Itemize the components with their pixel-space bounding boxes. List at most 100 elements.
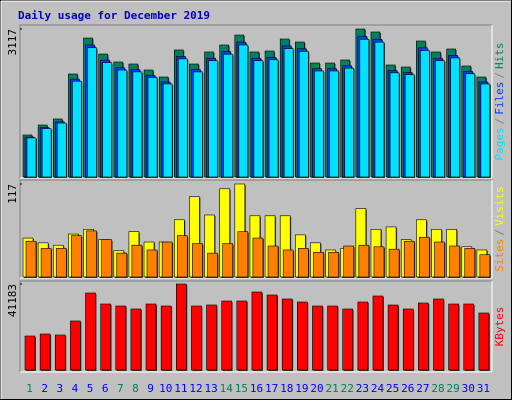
bar xyxy=(434,241,445,278)
bar xyxy=(344,67,355,178)
bar xyxy=(56,122,67,178)
legend-entry: KBytes xyxy=(493,307,506,347)
bar xyxy=(433,298,444,371)
bar xyxy=(117,69,128,178)
bar xyxy=(191,305,202,371)
bar xyxy=(222,243,233,278)
legend: Pages / Files / Hits xyxy=(493,43,506,161)
bar xyxy=(55,248,67,278)
bar xyxy=(282,249,294,278)
bar xyxy=(252,237,264,278)
bar xyxy=(283,48,294,178)
bar xyxy=(253,60,264,178)
x-tick-label: 10 xyxy=(159,382,172,395)
bar xyxy=(297,301,308,371)
bar xyxy=(176,235,188,278)
bar xyxy=(130,308,142,371)
bar xyxy=(464,248,476,278)
bar xyxy=(193,71,203,178)
bar xyxy=(372,295,384,371)
bar xyxy=(54,334,66,371)
bar xyxy=(419,236,430,278)
bar xyxy=(420,50,430,178)
x-tick-label: 17 xyxy=(265,382,278,395)
x-tick-label: 9 xyxy=(147,382,154,395)
bar xyxy=(24,335,36,371)
bar xyxy=(146,249,158,278)
x-tick-label: 23 xyxy=(356,382,369,395)
bar xyxy=(208,60,218,178)
bar xyxy=(329,70,339,178)
x-tick-label: 6 xyxy=(102,382,109,395)
bar xyxy=(480,83,491,178)
bar xyxy=(418,302,429,371)
bar xyxy=(238,44,249,178)
bar xyxy=(388,248,400,278)
legend-entry: Hits xyxy=(493,43,506,70)
y-tick-label: 41183 xyxy=(6,284,19,317)
bar xyxy=(374,41,385,178)
bar xyxy=(116,252,128,278)
x-tick-label: 18 xyxy=(280,382,293,395)
bar xyxy=(357,301,369,371)
x-tick-label: 12 xyxy=(189,382,202,395)
bar xyxy=(328,252,339,278)
legend-entry: Sites xyxy=(493,239,506,272)
bar xyxy=(327,305,338,371)
bar xyxy=(267,245,279,278)
bar xyxy=(237,231,249,278)
bar xyxy=(298,248,309,278)
bar xyxy=(207,252,218,278)
bar xyxy=(449,245,460,278)
bar xyxy=(223,53,233,178)
bar xyxy=(463,303,475,371)
y-tick-label: 117 xyxy=(6,184,19,204)
bar xyxy=(478,312,490,371)
legend-entry: Files xyxy=(493,82,506,115)
x-tick-label: 7 xyxy=(117,382,124,395)
bar xyxy=(147,77,158,178)
bar xyxy=(236,300,248,371)
bar xyxy=(132,71,143,178)
bar xyxy=(206,304,217,371)
x-tick-label: 27 xyxy=(416,382,429,395)
bar xyxy=(359,39,370,178)
x-tick-label: 29 xyxy=(447,382,460,395)
bar xyxy=(448,303,459,371)
bar xyxy=(358,244,370,278)
x-tick-label: 3 xyxy=(57,382,64,395)
bar xyxy=(145,303,157,371)
legend-entry: Visits xyxy=(493,186,506,226)
bar xyxy=(162,83,173,178)
x-tick-label: 28 xyxy=(431,382,444,395)
bar xyxy=(40,248,52,278)
bar xyxy=(479,254,491,278)
x-tick-label: 5 xyxy=(87,382,94,395)
bar xyxy=(251,291,263,371)
x-tick-label: 1 xyxy=(26,382,33,395)
bar xyxy=(131,244,143,278)
x-tick-label: 13 xyxy=(204,382,217,395)
bar xyxy=(26,137,37,178)
legend-separator: / xyxy=(493,118,506,125)
x-tick-label: 8 xyxy=(132,382,139,395)
legend: Sites / Visits xyxy=(493,186,506,272)
bar xyxy=(71,235,82,278)
x-tick-label: 26 xyxy=(401,382,414,395)
bar xyxy=(387,304,399,371)
bar xyxy=(313,252,324,278)
bar xyxy=(175,283,187,371)
bar xyxy=(177,58,188,178)
bar xyxy=(221,300,232,371)
bar xyxy=(402,308,414,371)
x-tick-label: 30 xyxy=(462,382,475,395)
bar xyxy=(299,51,309,178)
chart-title: Daily usage for December 2019 xyxy=(18,9,210,22)
bar xyxy=(404,74,415,178)
x-tick-label: 4 xyxy=(72,382,79,395)
bar xyxy=(160,305,172,371)
bar xyxy=(389,72,400,178)
bar xyxy=(41,128,52,178)
legend-separator: / xyxy=(493,72,506,79)
